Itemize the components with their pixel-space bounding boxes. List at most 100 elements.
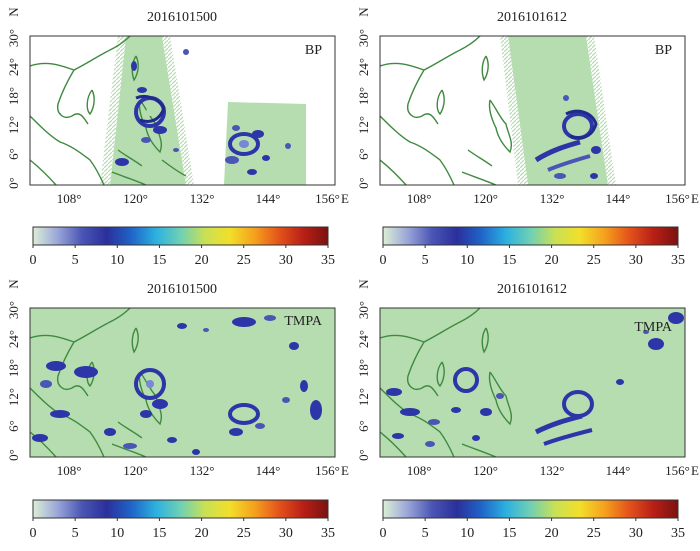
panel-label: TMPA	[634, 320, 673, 335]
lon-tick-label: 144°	[256, 463, 281, 478]
lat-tick-label: 12°	[356, 388, 371, 406]
north-label: N	[6, 7, 21, 17]
lat-tick-label: 18°	[6, 359, 21, 377]
lat-tick-label: 24°	[6, 330, 21, 348]
lat-tick-label: 12°	[356, 116, 371, 134]
east-label: E	[691, 463, 699, 478]
colorbar-tick-label: 35	[671, 526, 685, 541]
colorbar-gradient	[32, 226, 329, 246]
lon-tick-label: 132°	[540, 463, 565, 478]
lat-tick-label: 18°	[356, 359, 371, 377]
north-label: N	[356, 279, 371, 289]
colorbar-tick-label: 20	[545, 526, 559, 541]
colorbar-tick-label: 0	[30, 526, 37, 541]
lat-tick-label: 30°	[6, 301, 21, 319]
map-content	[380, 308, 685, 457]
lon-tick-label: 132°	[190, 191, 215, 206]
colorbar-tick-label: 25	[237, 253, 251, 268]
precipitation	[534, 95, 601, 179]
east-label: E	[341, 191, 349, 206]
map-content	[380, 36, 685, 185]
colorbar-gradient	[382, 499, 679, 519]
colorbar-tick-label: 0	[30, 253, 37, 268]
colorbar-tick-label: 30	[629, 526, 643, 541]
valid-data-area	[30, 308, 335, 457]
map-panel-tmpa-2016101500: 2016101500	[29, 282, 336, 458]
coastline	[380, 36, 513, 185]
lat-tick-label: 12°	[6, 388, 21, 406]
valid-data-patch	[224, 102, 306, 185]
map-panel-bp-2016101500: 2016101500	[29, 10, 336, 186]
lon-tick-label: 120°	[473, 191, 498, 206]
lat-tick-label: 18°	[6, 87, 21, 105]
colorbar-tick-label: 20	[545, 253, 559, 268]
panel-title: 2016101612	[497, 10, 567, 25]
map-content	[30, 308, 335, 457]
colorbar-tick-label: 0	[380, 526, 387, 541]
lat-tick-label: 0°	[6, 449, 21, 461]
map-axes: 108° 120° 132° 144° 156° E 30° 24° 18° 12° 6° 0° N	[6, 279, 349, 478]
lon-tick-label: 156°	[665, 463, 690, 478]
colorbar-gradient	[32, 499, 329, 519]
colorbar-tick-label: 30	[279, 253, 293, 268]
lon-tick-label: 120°	[123, 463, 148, 478]
north-label: N	[6, 279, 21, 289]
lat-tick-label: 18°	[356, 87, 371, 105]
colorbars: 0 5 10 15 20 25 30 35 0 5 10 15 20 25 30 35 0 5 10 15 20 25 30…	[30, 226, 685, 541]
colorbar-tick-label: 15	[502, 526, 516, 541]
colorbar-tick-label: 5	[422, 526, 429, 541]
lat-tick-label: 6°	[356, 148, 371, 160]
lon-tick-label: 144°	[256, 191, 281, 206]
precipitation	[32, 315, 322, 455]
map-axes: 108° 120° 132° 144° 156° E 30° 24° 18° 12° 6° 0° N	[356, 279, 699, 478]
east-label: E	[341, 463, 349, 478]
lat-tick-label: 0°	[6, 177, 21, 189]
colorbar-tick-label: 30	[279, 526, 293, 541]
colorbar-tick-label: 10	[110, 526, 124, 541]
map-axes: 108° 120° 132° 144° 156° E 30° 24° 18° 12° 6° 0° N	[6, 7, 349, 206]
map-axes: 108° 120° 132° 144° 156° E 30° 24° 18° 12° 6° 0° N	[356, 7, 699, 206]
lon-tick-label: 108°	[57, 191, 82, 206]
map-panel-bp-2016101612: 2016101612	[379, 10, 686, 186]
valid-data-area	[380, 308, 685, 457]
lon-tick-label: 108°	[407, 463, 432, 478]
lon-tick-label: 156°	[315, 463, 340, 478]
panel-title: 2016101500	[147, 282, 217, 297]
lon-tick-label: 156°	[665, 191, 690, 206]
colorbar-tick-label: 25	[237, 526, 251, 541]
colorbar-tick-label: 20	[195, 253, 209, 268]
valid-data-swath	[508, 36, 608, 185]
colorbar-gradient	[382, 226, 679, 246]
panel-title: 2016101500	[147, 10, 217, 25]
colorbar: 0 5 10 15 20 25 30 35	[30, 226, 335, 268]
lon-tick-label: 132°	[190, 463, 215, 478]
colorbar-tick-label: 10	[460, 253, 474, 268]
colorbar-tick-label: 35	[321, 526, 335, 541]
colorbar: 0 5 10 15 20 25 30 35	[380, 499, 685, 541]
lon-tick-label: 132°	[540, 191, 565, 206]
lat-tick-label: 0°	[356, 177, 371, 189]
lat-tick-label: 24°	[356, 330, 371, 348]
colorbar-tick-label: 30	[629, 253, 643, 268]
lon-tick-label: 108°	[57, 463, 82, 478]
panel-label: BP	[655, 43, 672, 58]
panel-title: 2016101612	[497, 282, 567, 297]
colorbar-tick-label: 0	[380, 253, 387, 268]
lon-tick-label: 120°	[123, 191, 148, 206]
colorbar-tick-label: 20	[195, 526, 209, 541]
colorbar-tick-label: 25	[587, 253, 601, 268]
lat-tick-label: 6°	[356, 420, 371, 432]
colorbar-tick-label: 35	[671, 253, 685, 268]
colorbar: 0 5 10 15 20 25 30 35	[30, 499, 335, 541]
lat-tick-label: 12°	[6, 116, 21, 134]
panel-label: TMPA	[284, 314, 323, 329]
colorbar-tick-label: 25	[587, 526, 601, 541]
precipitation	[115, 49, 291, 175]
colorbar: 0 5 10 15 20 25 30 35	[380, 226, 685, 268]
north-label: N	[356, 7, 371, 17]
colorbar-tick-label: 10	[460, 526, 474, 541]
map-content	[30, 36, 335, 185]
panel-label: BP	[305, 43, 322, 58]
map-panel-tmpa-2016101612: 2016101612	[379, 282, 686, 458]
